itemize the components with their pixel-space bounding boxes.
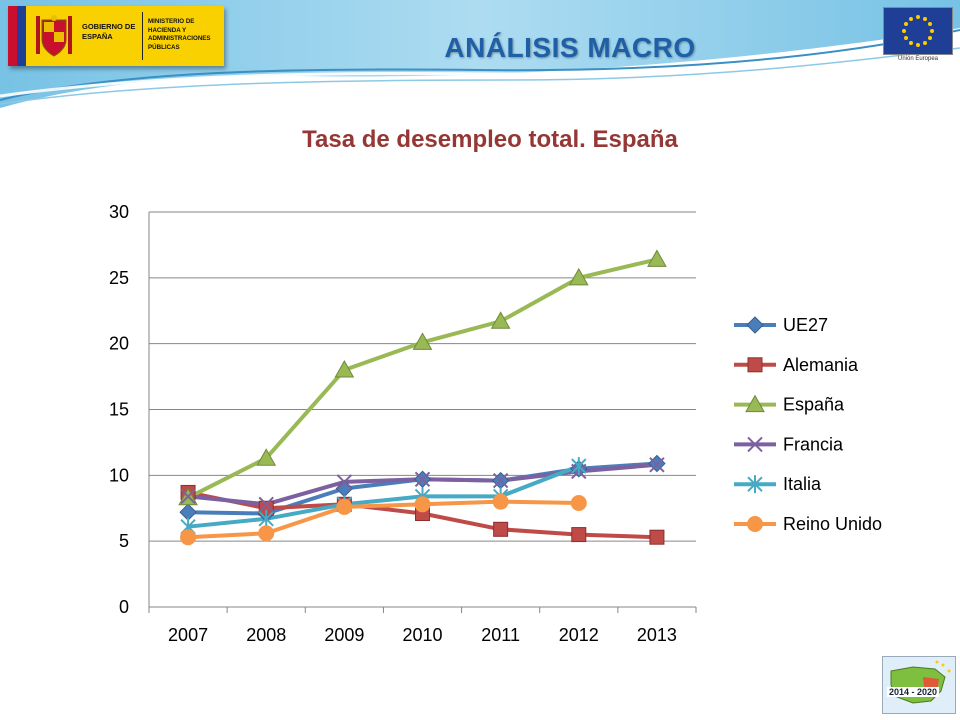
coat-of-arms-icon [36, 15, 72, 57]
data-point-reino-unido [180, 529, 197, 546]
data-point-alemania [649, 529, 665, 545]
legend-label-espana: España [783, 395, 845, 415]
data-point-reino-unido [414, 496, 431, 513]
header-wave-decoration [0, 0, 960, 108]
logo-divider [142, 12, 143, 60]
ministry-name: MINISTERIO DE HACIENDA Y ADMINISTRACIONE… [148, 18, 211, 51]
data-point-reino-unido [570, 494, 587, 511]
data-point-francia [414, 471, 431, 487]
legend-label-alemania: Alemania [783, 355, 859, 375]
legend-marker-reino-unido [747, 516, 763, 532]
data-point-francia [336, 474, 353, 490]
y-tick-label: 15 [109, 400, 129, 420]
x-tick-label: 2010 [402, 625, 442, 645]
y-tick-label: 20 [109, 334, 129, 354]
data-point-francia [258, 496, 274, 513]
x-tick-label: 2008 [246, 625, 286, 645]
data-point-reino-unido [336, 498, 353, 515]
series-line-espana [187, 257, 658, 500]
y-tick-label: 25 [109, 268, 129, 288]
legend-marker-espana [745, 394, 765, 413]
spain-map-icon [890, 660, 951, 704]
data-point-espana [490, 311, 511, 329]
data-point-francia [649, 457, 665, 473]
program-badge: 2014 - 2020 [882, 656, 956, 714]
legend-label-reino-unido: Reino Unido [783, 514, 882, 534]
data-point-francia [180, 488, 196, 505]
y-tick-label: 10 [109, 465, 129, 485]
legend-label-francia: Francia [783, 434, 844, 454]
series-line-reino-unido [187, 499, 579, 540]
legend-label-ue27: UE27 [783, 315, 828, 335]
flag-stripe-blue [17, 6, 26, 66]
data-point-italia [258, 509, 274, 528]
y-tick-label: 30 [109, 202, 129, 222]
legend-label-italia: Italia [783, 474, 822, 494]
data-point-alemania [571, 527, 587, 543]
data-point-espana [568, 267, 589, 286]
data-point-reino-unido [258, 525, 275, 542]
data-point-francia [492, 472, 509, 489]
x-tick-label: 2011 [481, 625, 520, 645]
section-title: ANÁLISIS MACRO [444, 32, 696, 63]
series-line-italia [187, 464, 580, 529]
government-name: GOBIERNO DE ESPAÑA [82, 22, 136, 41]
y-tick-label: 0 [119, 597, 129, 617]
legend-marker-francia [747, 436, 763, 453]
data-point-italia [571, 457, 587, 476]
eu-flag-icon [884, 8, 952, 54]
legend-marker-italia [747, 475, 763, 494]
legend-marker-alemania [747, 357, 763, 373]
x-tick-label: 2007 [168, 625, 208, 645]
x-tick-label: 2012 [559, 625, 599, 645]
x-tick-label: 2009 [324, 625, 364, 645]
y-tick-label: 5 [119, 531, 129, 551]
data-point-espana [334, 359, 355, 378]
legend-marker-ue27 [746, 316, 764, 334]
x-tick-label: 2013 [637, 625, 677, 645]
government-logo: GOBIERNO DE ESPAÑA MINISTERIO DE HACIEND… [8, 6, 224, 66]
flag-stripe-red [8, 6, 17, 66]
data-point-espana [256, 448, 277, 466]
chart-title: Tasa de desempleo total. España [302, 126, 678, 153]
program-period: 2014 - 2020 [887, 687, 940, 697]
data-point-reino-unido [492, 493, 509, 510]
data-point-alemania [493, 521, 509, 537]
eu-caption: Unión Europea [897, 56, 939, 62]
data-point-espana [647, 249, 667, 267]
data-point-espana [412, 332, 433, 350]
